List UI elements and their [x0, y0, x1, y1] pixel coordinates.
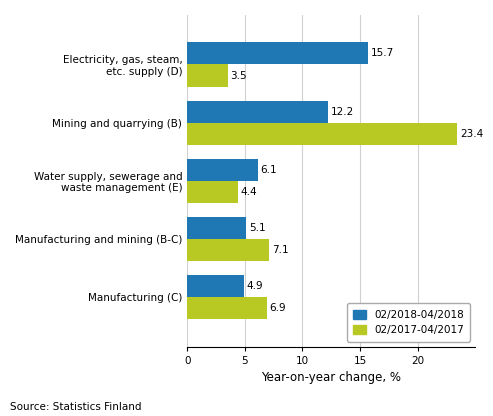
Legend: 02/2018-04/2018, 02/2017-04/2017: 02/2018-04/2018, 02/2017-04/2017	[347, 303, 470, 342]
Text: 7.1: 7.1	[272, 245, 288, 255]
Text: Source: Statistics Finland: Source: Statistics Finland	[10, 402, 141, 412]
Text: 15.7: 15.7	[371, 48, 394, 58]
Bar	[187, 181, 238, 203]
Text: 23.4: 23.4	[460, 129, 483, 139]
Bar	[187, 123, 457, 145]
Bar	[187, 42, 368, 64]
Bar	[187, 159, 257, 181]
Bar	[187, 275, 244, 297]
Text: 6.1: 6.1	[260, 165, 277, 175]
X-axis label: Year-on-year change, %: Year-on-year change, %	[261, 371, 401, 384]
Text: 6.9: 6.9	[270, 303, 286, 313]
Text: 3.5: 3.5	[230, 71, 247, 81]
Bar	[187, 101, 328, 123]
Bar	[187, 239, 269, 261]
Bar	[187, 297, 267, 319]
Bar	[187, 64, 228, 87]
Text: 4.9: 4.9	[246, 281, 263, 291]
Bar	[187, 217, 246, 239]
Text: 12.2: 12.2	[331, 106, 354, 116]
Text: 4.4: 4.4	[241, 187, 257, 197]
Text: 5.1: 5.1	[249, 223, 266, 233]
